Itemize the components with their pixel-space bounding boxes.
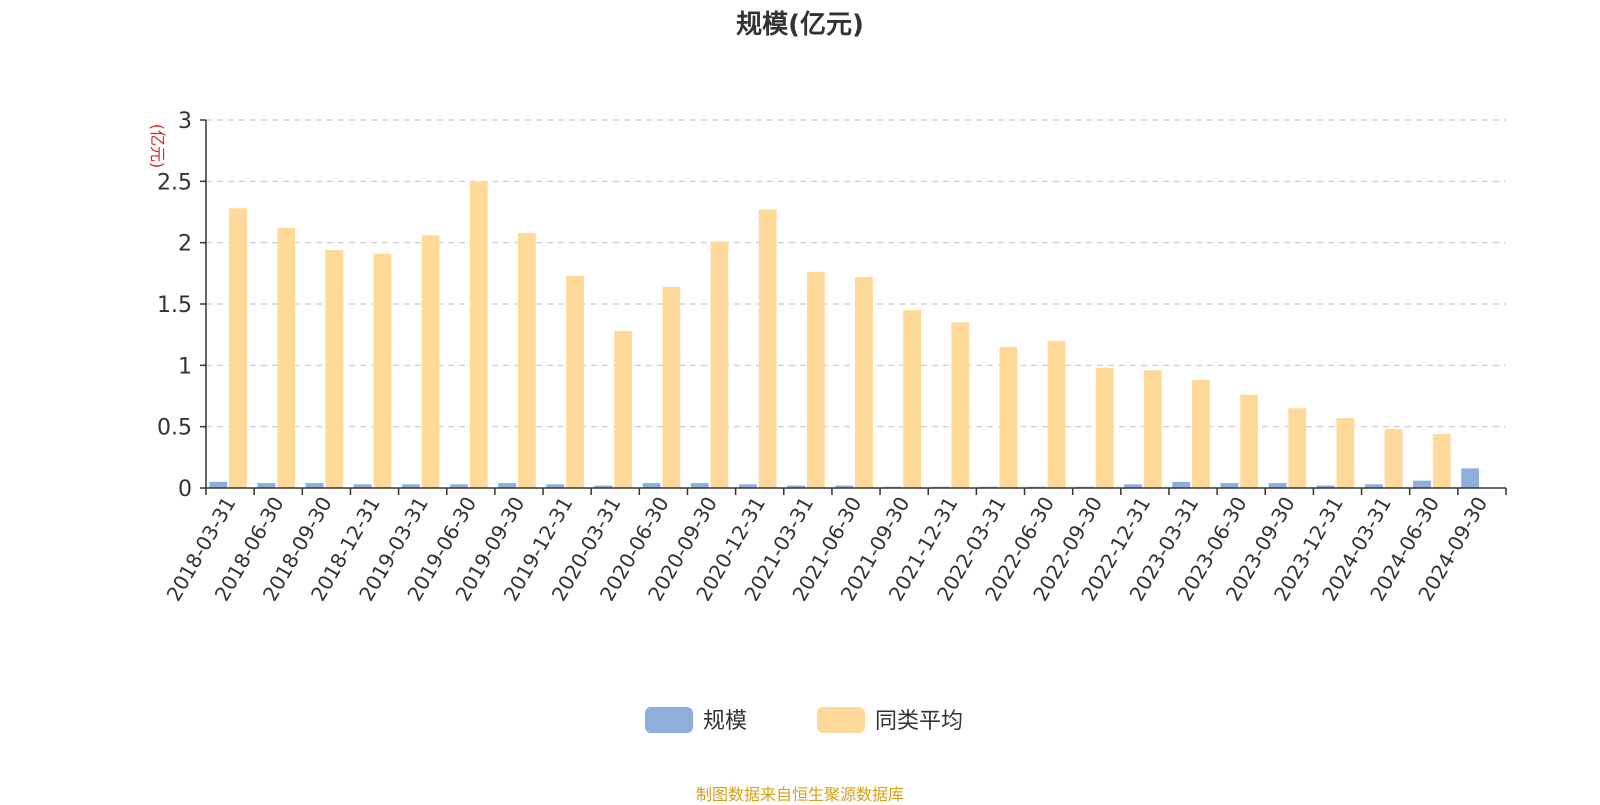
- bar: [1268, 483, 1287, 488]
- bar: [999, 346, 1018, 488]
- bar: [903, 310, 921, 488]
- bar: [277, 227, 296, 489]
- y-tick-label: 2: [178, 232, 192, 257]
- bar: [855, 277, 873, 488]
- bar: [690, 483, 709, 488]
- bar: [951, 322, 970, 488]
- bar: [518, 232, 536, 488]
- bar: [1095, 367, 1114, 488]
- bar: [1240, 394, 1259, 488]
- bar: [806, 272, 825, 488]
- bar: [1316, 485, 1335, 488]
- y-axis-unit-label: (亿元): [148, 124, 167, 169]
- bar: [835, 485, 854, 488]
- bar: [325, 250, 344, 488]
- y-tick-label: 2.5: [157, 170, 192, 195]
- bar: [1364, 484, 1383, 488]
- bar: [662, 286, 681, 488]
- legend: 规模 同类平均: [645, 707, 963, 734]
- bar: [1384, 429, 1403, 488]
- bar: [1143, 370, 1162, 488]
- legend-swatch: [817, 707, 865, 733]
- y-tick-label: 3: [178, 109, 192, 134]
- bar: [1220, 483, 1239, 488]
- bar: [1413, 480, 1431, 488]
- bar: [305, 483, 324, 488]
- bar: [373, 253, 392, 488]
- bar: [229, 208, 247, 488]
- bar: [758, 209, 777, 488]
- bar: [469, 181, 488, 489]
- bar: [401, 484, 420, 488]
- y-tick-label: 1: [178, 354, 192, 379]
- bar: [1288, 408, 1307, 488]
- bar: [1124, 484, 1142, 488]
- bar: [1172, 481, 1191, 488]
- bar: [498, 483, 517, 488]
- bar: [566, 275, 584, 488]
- bar: [710, 241, 729, 488]
- bar: [353, 484, 372, 488]
- bar: [257, 483, 276, 488]
- axes: 00.511.522.532018-03-312018-06-302018-09…: [157, 109, 1507, 605]
- y-tick-label: 0.5: [157, 416, 192, 441]
- source-note: 制图数据来自恒生聚源数据库: [695, 785, 904, 804]
- bar: [739, 484, 757, 488]
- bar: [450, 484, 468, 488]
- bar: [1461, 468, 1480, 488]
- bar: [1432, 434, 1451, 488]
- legend-label: 同类平均: [875, 709, 963, 734]
- bars: [209, 181, 1480, 489]
- bar: [787, 485, 805, 488]
- bar: [209, 481, 228, 488]
- bar: [614, 330, 633, 488]
- bar: [1192, 380, 1210, 488]
- legend-label: 规模: [703, 709, 747, 734]
- chart-title: 规模(亿元): [736, 10, 864, 40]
- bar: [1047, 340, 1066, 488]
- bar: [594, 485, 613, 488]
- bar: [421, 235, 440, 488]
- legend-swatch: [645, 707, 693, 733]
- y-tick-label: 0: [178, 477, 192, 502]
- bar: [1336, 418, 1355, 488]
- bar: [642, 483, 661, 488]
- bar: [546, 484, 565, 488]
- y-tick-label: 1.5: [157, 293, 192, 318]
